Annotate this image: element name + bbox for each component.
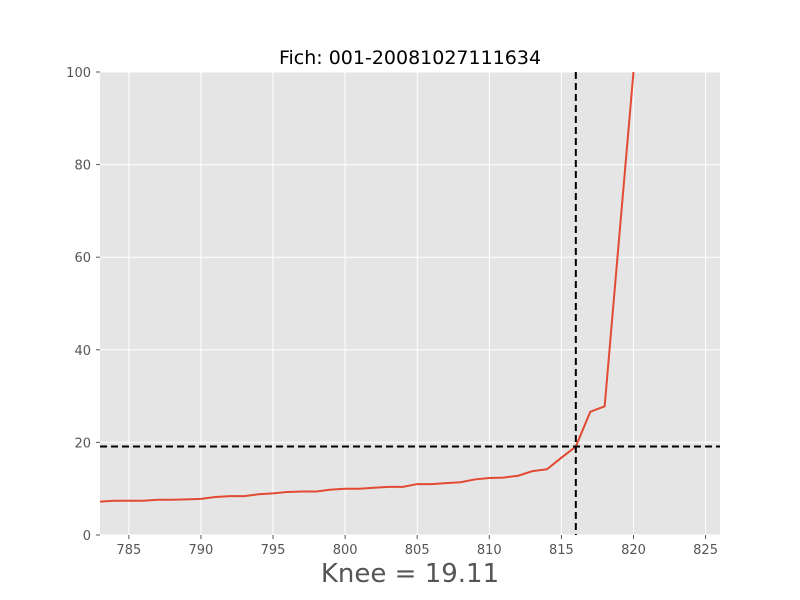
knee-guides [100,72,720,535]
y-tick-label: 0 [83,529,91,544]
y-tick-label: 80 [74,159,91,174]
x-axis-label: Knee = 19.11 [321,559,499,589]
y-tick-label: 20 [74,436,91,451]
x-tick-label: 810 [477,543,502,558]
x-tick-label: 795 [261,543,286,558]
x-tick-label: 790 [189,543,214,558]
y-tick-label: 40 [74,344,91,359]
series-line [100,72,635,503]
chart-title: Fich: 001-20081027111634 [279,47,541,69]
x-tick-label: 785 [116,543,141,558]
data-series [100,72,635,503]
y-tick-label: 60 [74,251,91,266]
grid-lines [100,71,720,536]
x-tick-label: 825 [693,543,718,558]
x-tick-label: 800 [333,543,358,558]
x-tick-label: 805 [405,543,430,558]
x-tick-label: 815 [549,543,574,558]
x-tick-label: 820 [621,543,646,558]
y-tick-label: 100 [66,66,91,81]
plot-background [100,72,720,535]
axis-ticks: 785 790 795 800 805 810 815 820 825 0 20 40 60 80 100 [66,66,718,558]
